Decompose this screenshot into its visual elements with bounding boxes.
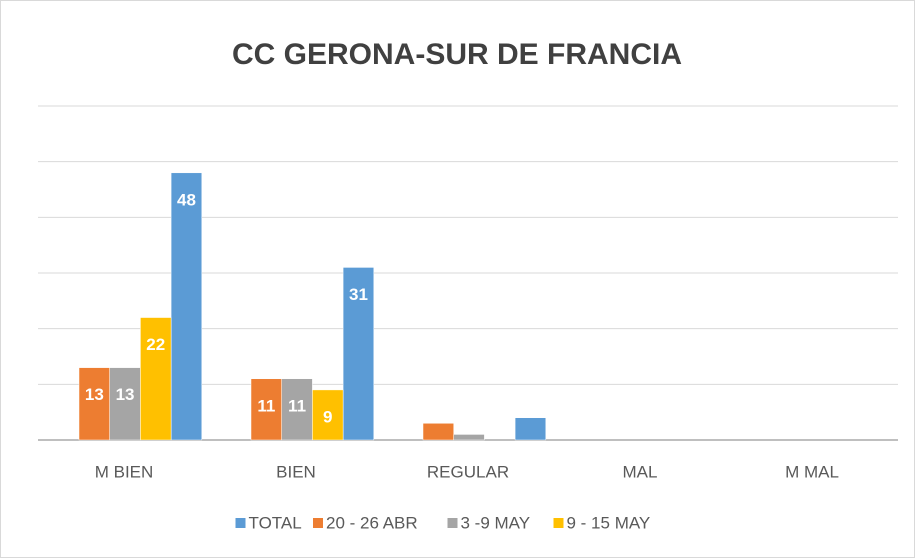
legend-swatch — [313, 518, 323, 528]
chart-title: CC GERONA-SUR DE FRANCIA — [232, 38, 682, 71]
bar — [170, 172, 203, 441]
legend-swatch — [235, 518, 246, 528]
legend-swatch — [447, 518, 458, 528]
data-label: 48 — [177, 190, 196, 209]
data-label: 31 — [349, 285, 368, 304]
data-label: 13 — [85, 385, 104, 404]
x-tick-label: MAL — [623, 462, 658, 481]
x-tick-label: REGULAR — [427, 462, 509, 481]
legend-label: 3 -9 MAY — [461, 513, 531, 532]
bar — [342, 267, 375, 441]
data-label: 11 — [288, 396, 306, 415]
data-label: 22 — [146, 335, 165, 354]
legend-swatch — [553, 518, 564, 528]
bar — [453, 434, 485, 441]
bar — [78, 367, 110, 441]
bar — [422, 423, 454, 441]
bar — [140, 317, 172, 441]
bar — [109, 367, 141, 441]
data-label: 13 — [116, 385, 135, 404]
data-label: 11 — [257, 396, 275, 415]
bar — [514, 417, 547, 441]
data-label: 9 — [323, 407, 332, 426]
legend-label: 20 - 26 ABR — [326, 513, 418, 532]
x-tick-label: M BIEN — [95, 462, 154, 481]
legend-label: 9 - 15 MAY — [567, 513, 651, 532]
legend-label: TOTAL — [249, 513, 302, 532]
x-tick-label: M MAL — [785, 462, 839, 481]
x-tick-label: BIEN — [276, 462, 316, 481]
bar — [312, 389, 344, 441]
bar — [250, 378, 282, 441]
